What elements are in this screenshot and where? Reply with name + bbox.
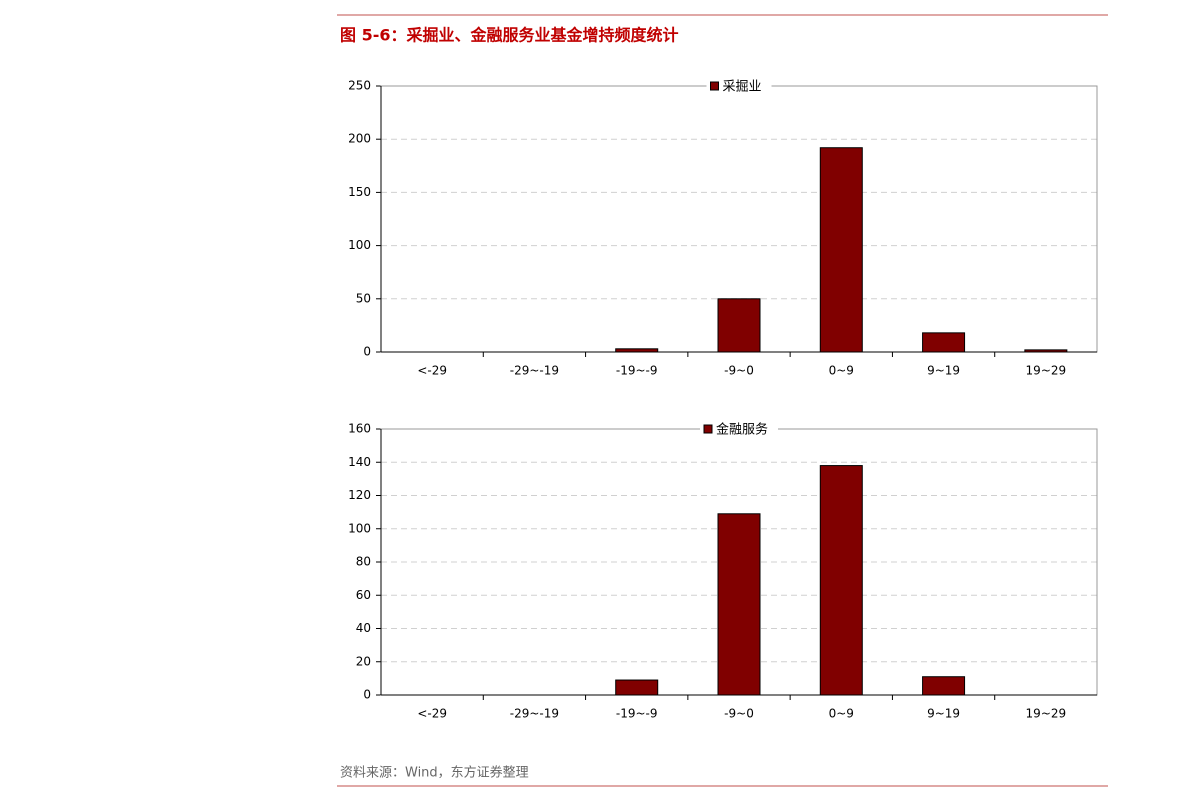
x-tick-label: -29~-19 [510,364,559,378]
y-tick-label: 40 [356,621,371,635]
x-tick-label: <-29 [417,364,447,378]
y-tick-label: 20 [356,654,371,668]
bar [819,465,863,696]
x-tick-label: 0~9 [829,364,854,378]
y-tick-label: 160 [348,422,371,436]
legend-label: 采掘业 [723,80,762,95]
legend-label: 金融服务 [716,422,768,438]
x-tick-label: -19~-9 [616,364,658,378]
legend-bg [706,78,772,94]
x-tick-label: -9~0 [724,364,754,378]
figure-title: 图 5-6：采掘业、金融服务业基金增持频度统计 [340,26,678,45]
y-tick-label: 140 [348,455,371,469]
x-tick-label: 9~19 [927,364,960,378]
y-tick-label: 0 [363,688,371,702]
x-tick-label: -19~-9 [616,707,658,721]
legend-bg [700,421,778,437]
y-tick-label: 60 [356,588,371,602]
bar [1024,349,1068,353]
source-note: 资料来源：Wind，东方证券整理 [340,765,529,781]
y-tick-label: 200 [348,132,371,146]
bar [615,348,659,353]
x-tick-label: 0~9 [829,707,854,721]
bar [717,298,761,353]
legend-swatch [710,81,719,91]
x-tick-label: 9~19 [927,707,960,721]
y-tick-label: 50 [356,291,371,305]
bar [922,676,966,696]
y-tick-label: 120 [348,488,371,502]
bar [819,147,863,353]
x-tick-label: 19~29 [1026,707,1067,721]
x-tick-label: -9~0 [724,707,754,721]
legend-swatch [703,424,713,434]
y-tick-label: 100 [348,521,371,535]
bar [615,679,659,696]
x-tick-label: <-29 [417,707,447,721]
y-tick-label: 250 [348,79,371,93]
y-tick-label: 80 [356,555,371,569]
x-tick-label: -29~-19 [510,707,559,721]
x-tick-label: 19~29 [1026,364,1067,378]
y-tick-label: 0 [363,345,371,359]
y-tick-label: 100 [348,238,371,252]
bar [922,332,966,353]
y-tick-label: 150 [348,185,371,199]
bar [717,513,761,696]
